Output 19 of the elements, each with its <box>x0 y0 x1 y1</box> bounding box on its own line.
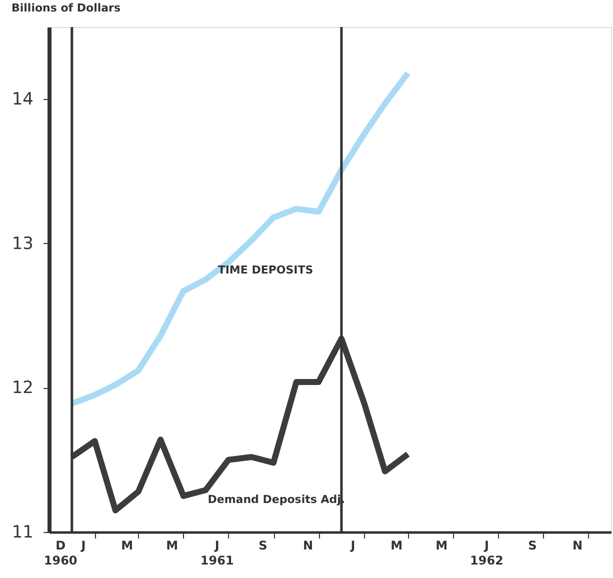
x-tick-label: J 1962 <box>470 538 504 568</box>
x-tick-label: M <box>121 538 134 552</box>
x-tick-label: J 1961 <box>200 538 234 568</box>
x-tick-label: J <box>350 538 356 552</box>
x-tick-label: S <box>258 538 268 552</box>
x-tick-label: M <box>166 538 178 552</box>
series-label: TIME DEPOSITS <box>218 263 314 276</box>
y-tick-label: 14 <box>12 90 34 110</box>
y-tick-label: 13 <box>12 234 34 254</box>
y-tick-label: 12 <box>12 378 34 398</box>
x-tick-label: N <box>302 538 313 552</box>
x-tick-label: D 1960 <box>44 538 78 568</box>
y-axis-title: Billions of Dollars <box>12 2 121 14</box>
y-tick-label: 11 <box>12 522 34 542</box>
x-tick-label: M <box>390 538 403 552</box>
x-tick-label: N <box>572 538 583 552</box>
x-tick-label: S <box>528 538 537 552</box>
x-tick-label: M <box>436 538 448 552</box>
x-tick-label: J <box>80 538 86 552</box>
